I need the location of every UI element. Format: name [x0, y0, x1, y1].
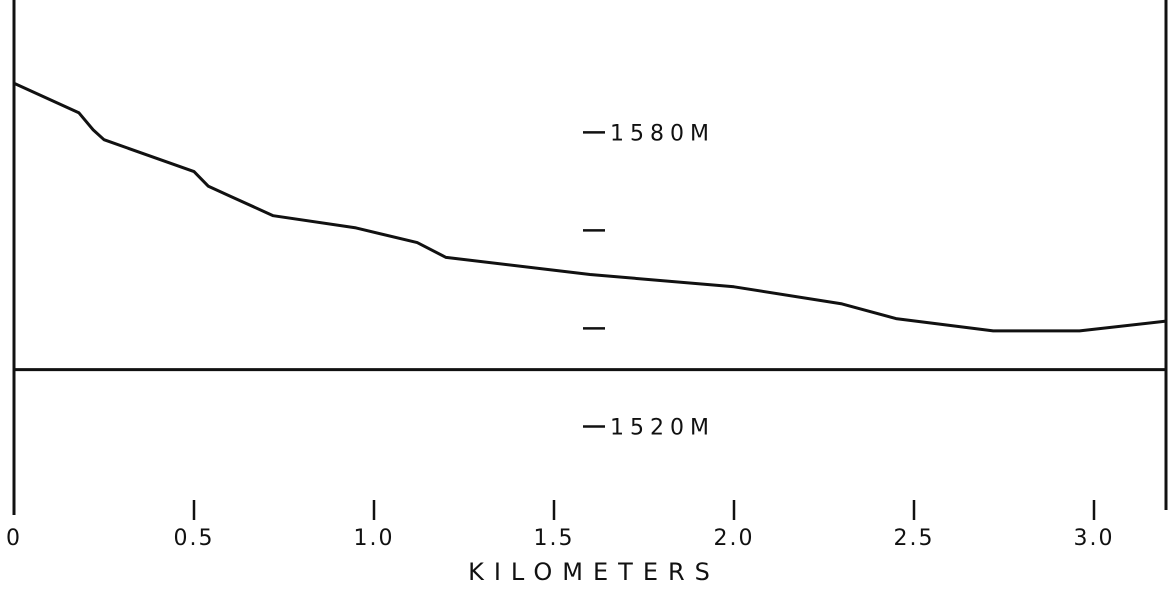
x-tick-label: 2.0 — [714, 526, 755, 551]
x-tick-label: 3.0 — [1074, 526, 1115, 551]
x-tick-label: 2.5 — [894, 526, 935, 551]
x-tick-label: 0 — [6, 526, 22, 551]
x-axis-title: KILOMETERS — [468, 558, 720, 586]
x-tick-label: 1.0 — [354, 526, 395, 551]
y-tick-label: 1520M — [610, 415, 715, 440]
tick-labels: 0 0.5 1.0 1.5 2.0 2.5 3.0 1580M 1520M — [6, 121, 1115, 551]
axes — [12, 0, 1168, 520]
series-marks — [13, 81, 1167, 333]
x-tick-label: 1.5 — [534, 526, 575, 551]
elevation-profile-line — [13, 81, 1167, 333]
y-tick-label: 1580M — [610, 121, 715, 146]
x-tick-label: 0.5 — [174, 526, 215, 551]
